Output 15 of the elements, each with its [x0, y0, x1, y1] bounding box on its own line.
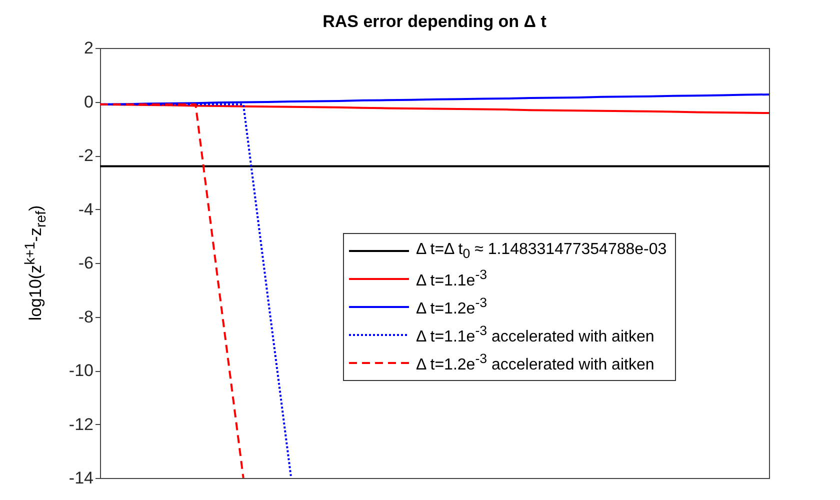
y-tick-label: -2 — [78, 146, 94, 165]
y-tick-label: -8 — [78, 307, 94, 326]
chart-title: RAS error depending on Δ t — [322, 12, 547, 31]
legend-label: Δ t=1.2e$^{-3}$ accelerated with aitken — [416, 351, 654, 375]
y-tick-label: -10 — [68, 361, 94, 380]
y-tick-label: -14 — [68, 468, 94, 488]
y-tick-label: 2 — [84, 38, 94, 58]
y-tick-label: -12 — [68, 414, 94, 434]
y-tick-label: 0 — [84, 92, 94, 112]
legend-label: Δ t=1.1e$^{-3}$ — [416, 267, 488, 291]
y-tick-label: -6 — [78, 254, 94, 272]
legend-label: Δ t=Δ t$_{0}$ ≈ 1.148331477354788e-03 — [416, 240, 667, 262]
legend-label: Δ t=1.2e$^{-3}$ — [416, 295, 488, 319]
y-tick-label: -4 — [78, 200, 94, 219]
legend-label: Δ t=1.1e$^{-3}$ accelerated with aitken — [416, 323, 654, 347]
